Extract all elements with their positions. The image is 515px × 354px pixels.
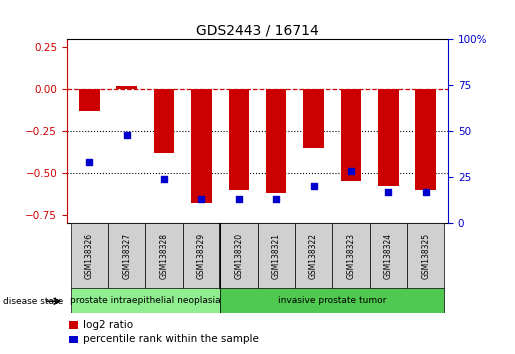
Bar xyxy=(71,288,220,313)
Text: prostate intraepithelial neoplasia: prostate intraepithelial neoplasia xyxy=(70,296,221,305)
Text: GSM138328: GSM138328 xyxy=(160,233,168,279)
Bar xyxy=(229,89,249,189)
Bar xyxy=(266,89,286,193)
Bar xyxy=(220,223,258,289)
Bar xyxy=(378,89,399,186)
Bar xyxy=(108,223,145,289)
Bar xyxy=(295,223,332,289)
Bar xyxy=(191,89,212,203)
Point xyxy=(235,196,243,202)
Text: GSM138321: GSM138321 xyxy=(272,233,281,279)
Text: GSM138325: GSM138325 xyxy=(421,233,430,279)
Bar xyxy=(116,86,137,89)
Bar xyxy=(71,223,108,289)
Bar xyxy=(258,223,295,289)
Bar xyxy=(332,223,370,289)
Point xyxy=(123,132,131,137)
Text: GSM138326: GSM138326 xyxy=(85,233,94,279)
Point xyxy=(160,176,168,182)
Bar xyxy=(79,89,99,111)
Point xyxy=(421,189,430,195)
Text: disease state: disease state xyxy=(3,297,63,306)
Text: GSM138327: GSM138327 xyxy=(122,233,131,279)
Point xyxy=(310,183,318,189)
Bar xyxy=(145,223,183,289)
Point xyxy=(384,189,392,195)
Point xyxy=(272,196,280,202)
Text: invasive prostate tumor: invasive prostate tumor xyxy=(278,296,386,305)
Bar xyxy=(69,321,78,329)
Bar xyxy=(370,223,407,289)
Bar xyxy=(154,89,175,153)
Text: GSM138324: GSM138324 xyxy=(384,233,393,279)
Bar xyxy=(416,89,436,189)
Bar xyxy=(220,288,444,313)
Bar xyxy=(303,89,324,148)
Text: GSM138320: GSM138320 xyxy=(234,233,243,279)
Point xyxy=(347,169,355,174)
Text: percentile rank within the sample: percentile rank within the sample xyxy=(83,335,259,344)
Bar xyxy=(183,223,220,289)
Text: GSM138329: GSM138329 xyxy=(197,233,206,279)
Point xyxy=(85,159,94,165)
Text: GSM138323: GSM138323 xyxy=(347,233,355,279)
Bar xyxy=(69,336,78,343)
Point xyxy=(197,196,205,202)
Title: GDS2443 / 16714: GDS2443 / 16714 xyxy=(196,24,319,38)
Bar xyxy=(407,223,444,289)
Bar xyxy=(340,89,361,181)
Text: log2 ratio: log2 ratio xyxy=(83,320,133,330)
Text: GSM138322: GSM138322 xyxy=(309,233,318,279)
